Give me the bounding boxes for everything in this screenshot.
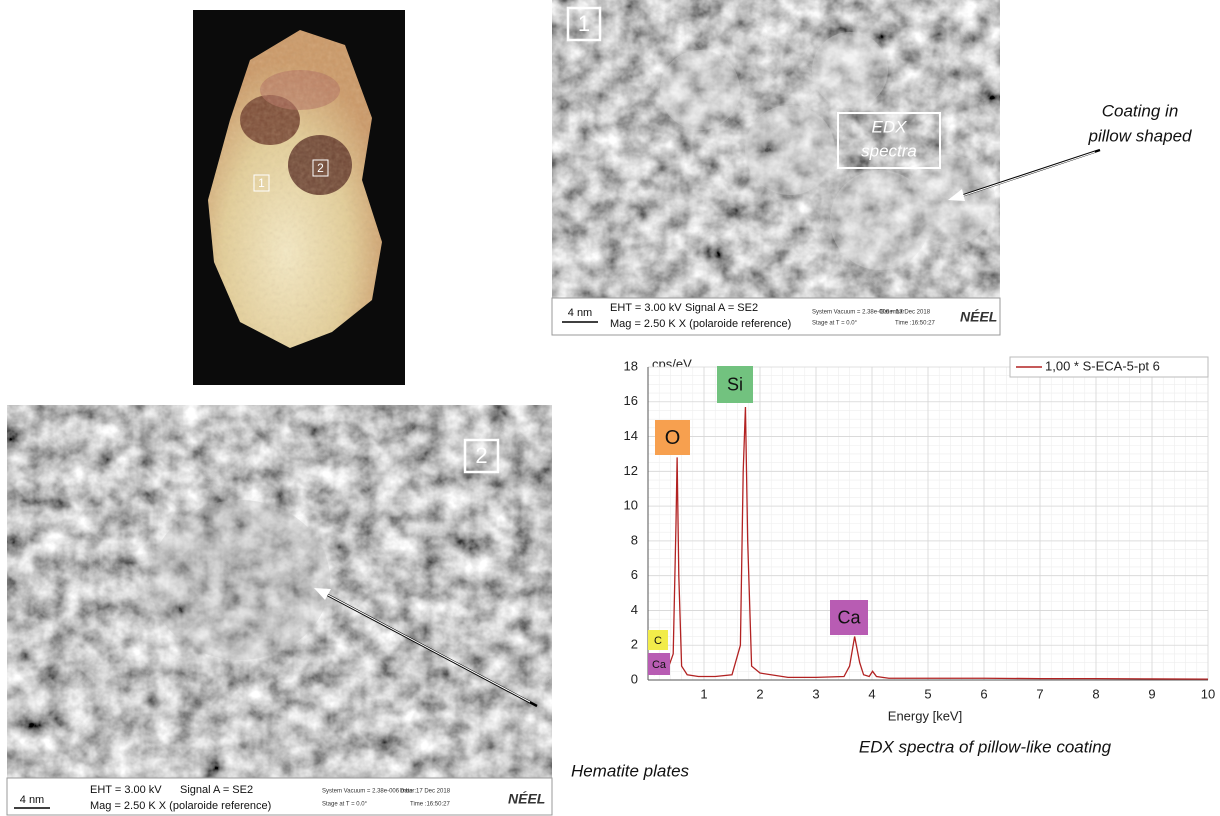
- footer-text: Date :17 Dec 2018: [880, 310, 931, 316]
- edx-box: [837, 112, 941, 169]
- footer-text: Mag = 2.50 K X (polaroide reference): [90, 800, 271, 812]
- y-tick-label: 18: [624, 358, 638, 373]
- panel-label: 2: [475, 443, 487, 468]
- y-tick-label: 4: [631, 602, 638, 617]
- x-axis-label: Energy [keV]: [888, 708, 962, 723]
- pillow: [830, 170, 930, 270]
- peak-label-box: [830, 600, 868, 635]
- annotation: pillow shaped: [1087, 126, 1192, 145]
- region-label: 2: [317, 161, 324, 175]
- x-tick-label: 10: [1201, 686, 1215, 701]
- sem-image-2: [7, 405, 552, 778]
- legend-label: 1,00 * S-ECA-5-pt 6: [1045, 358, 1160, 373]
- sem-footer: [6, 777, 553, 816]
- annotation: Hematite plates: [571, 761, 690, 780]
- footer-text: EHT = 3.00 kV: [90, 784, 162, 796]
- footer-text: System Vacuum = 2.38e-006 mbar: [322, 789, 414, 795]
- peak-label: C: [654, 635, 662, 647]
- x-tick-label: 7: [1036, 686, 1043, 701]
- footer-text: System Vacuum = 2.38e-006 mbar: [812, 310, 904, 316]
- edx-box-label: spectra: [861, 141, 917, 160]
- region-box: [312, 159, 329, 177]
- x-tick-label: 9: [1148, 686, 1155, 701]
- y-tick-label: 12: [624, 463, 638, 478]
- x-tick-label: 1: [700, 686, 707, 701]
- peak-label: Si: [727, 374, 743, 394]
- scale-label: 4 nm: [568, 307, 592, 319]
- y-tick-label: 16: [624, 393, 638, 408]
- panel-label-box: [463, 438, 500, 474]
- peak-label-box: [648, 630, 668, 650]
- y-tick-label: 8: [631, 532, 638, 547]
- sem-image-1: [552, 0, 1000, 298]
- pillow: [812, 32, 888, 108]
- footer-text: Date :17 Dec 2018: [400, 789, 451, 795]
- region-box: [253, 174, 270, 192]
- sem-footer: [551, 297, 1001, 336]
- y-tick-label: 10: [624, 498, 638, 513]
- logo: NÉEL: [508, 791, 545, 807]
- arrow-head: [948, 189, 965, 201]
- footer-text: Time :16:50:27: [410, 802, 450, 808]
- peak-label-box: [655, 420, 690, 455]
- footer-text: EHT = 3.00 kV: [610, 302, 682, 314]
- footer-text: Time :16:50:27: [895, 321, 935, 327]
- logo: NÉEL: [960, 309, 997, 325]
- region-label: 1: [258, 176, 265, 190]
- pillow: [745, 105, 835, 195]
- pillows: [660, 32, 995, 270]
- peak-label: Ca: [837, 607, 861, 627]
- annotation: Coating in: [1102, 101, 1179, 120]
- panel-label: 1: [578, 11, 590, 36]
- arrow-core: [961, 151, 1096, 197]
- spectrum-line: [653, 406, 1209, 680]
- x-tick-label: 8: [1092, 686, 1099, 701]
- arrow-head: [314, 588, 331, 600]
- edx-box-label: EDX: [872, 117, 908, 136]
- footer-text: Signal A = SE2: [685, 302, 758, 314]
- x-tick-label: 6: [980, 686, 987, 701]
- peak-label-box: [717, 366, 753, 403]
- footer-text: Stage at T = 0.0°: [812, 321, 858, 327]
- y-tick-label: 14: [624, 428, 638, 443]
- x-tick-label: 3: [812, 686, 819, 701]
- footer-text: Mag = 2.50 K X (polaroide reference): [610, 318, 791, 330]
- x-tick-label: 2: [756, 686, 763, 701]
- footer-text: Signal A = SE2: [180, 784, 253, 796]
- footer-text: Stage at T = 0.0°: [322, 802, 368, 808]
- chart-caption: EDX spectra of pillow-like coating: [859, 737, 1112, 756]
- y-tick-label: 2: [631, 637, 638, 652]
- x-tick-label: 4: [868, 686, 875, 701]
- peak-label-box: [648, 653, 670, 675]
- peak-label: Ca: [652, 659, 667, 671]
- plate-cluster: [150, 500, 330, 660]
- pillow: [660, 50, 740, 130]
- arrow-core: [327, 594, 531, 703]
- legend-box: [1009, 356, 1209, 378]
- scale-label: 4 nm: [20, 794, 44, 806]
- panel-label-box: [566, 6, 602, 42]
- y-tick-label: 0: [631, 671, 638, 686]
- x-tick-label: 5: [924, 686, 931, 701]
- peak-label: O: [665, 427, 681, 449]
- y-tick-label: 6: [631, 567, 638, 582]
